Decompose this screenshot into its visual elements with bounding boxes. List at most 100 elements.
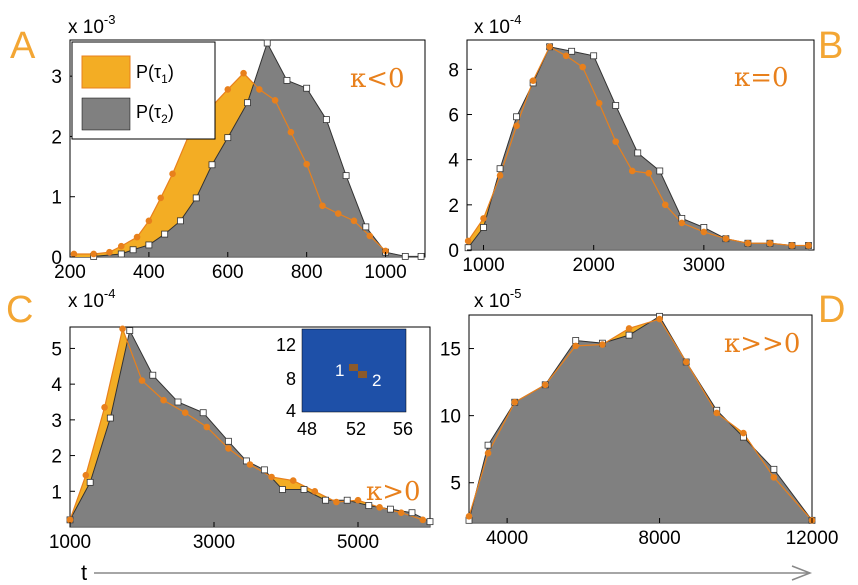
panel-b-ytick-label: 8 — [448, 60, 459, 81]
panel-a-tau1-point — [366, 232, 374, 240]
inset-ytick-4: 4 — [286, 401, 296, 421]
inset-ytick-12: 12 — [276, 335, 296, 355]
panel-c-tau1-line — [69, 326, 423, 521]
panel-c-xtick-label: 1000 — [49, 532, 91, 553]
panel-d-tau1-point — [511, 398, 519, 406]
panel-d-tau1-point — [656, 315, 663, 323]
panel-letter-b: B — [818, 25, 843, 67]
panel-b-tau2-point — [656, 167, 664, 175]
panel-d-tau2-point — [625, 331, 633, 339]
panel-c-tau1-point — [119, 325, 126, 333]
panel-a-tau1-point — [145, 217, 153, 225]
panel-d-tau1-point — [625, 325, 633, 332]
panel-a-tau2-point — [283, 76, 291, 84]
panel-b-tau1-point — [562, 52, 570, 60]
panel-b-tau1-point — [579, 63, 586, 71]
legend-label-tau2: P(τ2) — [136, 102, 174, 126]
panel-a-tau2-point — [303, 84, 311, 92]
panel-c-ytick-label: 2 — [51, 447, 62, 468]
panel-b-tau1-point — [612, 138, 620, 145]
panel-d-xtick-label: 8000 — [638, 528, 680, 549]
panel-a-ytick-label: 2 — [51, 127, 62, 148]
panel-c-ytick-label: 3 — [51, 411, 62, 432]
panel-b-tau2-point — [568, 47, 576, 55]
panel-c-tau2-point — [106, 414, 114, 422]
panel-d-tau1-point — [713, 409, 721, 417]
panel-b-plot: 1000 2000 3000 0 2 4 6 8 — [448, 43, 812, 276]
panel-b-tau2-point — [612, 102, 620, 109]
inset-label-1: 1 — [335, 361, 344, 380]
panel-c-tau2-point — [126, 327, 134, 334]
panel-b-ytick-label: 4 — [448, 151, 459, 172]
panel-a-tau1-point — [106, 248, 113, 256]
panel-d-tau1-point — [740, 429, 747, 437]
inset-label-2: 2 — [372, 371, 381, 390]
panel-a-tau1-point — [256, 86, 263, 93]
panel-c-tau1-point — [333, 498, 340, 506]
legend: P(τ1) P(τ2) — [71, 41, 216, 140]
panel-c-tau2-point — [86, 478, 94, 486]
panel-c-tau2-point — [343, 496, 351, 504]
panel-d-kappa: κ>>0 — [724, 329, 800, 359]
panel-a: A x 10-3 200 400 600 800 1000 0 1 2 3 κ<0 P(τ1) … — [10, 12, 426, 283]
panel-a-tau2-point — [177, 217, 184, 225]
panel-c-tau1-point — [354, 496, 362, 504]
panel-c-tau2-point — [300, 486, 308, 493]
panel-c-tau2-point — [174, 398, 182, 406]
panel-b-tau2-point — [634, 149, 642, 157]
panel-b-tau1-point — [628, 167, 636, 175]
panel-a-tau2-point — [342, 172, 350, 180]
panel-c-tau1-point — [66, 516, 74, 524]
panel-b-tau1-point — [529, 77, 537, 84]
legend-label-tau1: P(τ1) — [136, 62, 174, 86]
panel-a-tau2-point — [401, 252, 409, 260]
panel-b-tau1-point — [645, 169, 653, 177]
panel-a-ytick-label: 3 — [51, 67, 62, 88]
panel-d-tau2-point — [770, 465, 778, 473]
panel-c-tau2-point — [224, 437, 232, 445]
panel-b-tau1-point — [595, 99, 603, 107]
panel-a-tau2-point — [362, 223, 370, 231]
panel-b-tau1-point — [722, 235, 730, 243]
inset-xtick-48: 48 — [297, 419, 317, 439]
panel-c-tau1-point — [289, 477, 297, 484]
panel-d-ytick-label: 5 — [450, 474, 461, 495]
panel-b-tau1-point — [546, 43, 553, 51]
panel-a-tau1-point — [334, 210, 342, 217]
panel-b-xtick-label: 1000 — [462, 255, 504, 276]
panel-a-tau1-point — [157, 194, 165, 202]
panel-d-tau1-point — [682, 358, 690, 366]
panel-a-xtick-label: 1000 — [364, 262, 406, 283]
panel-c-tau1-point — [203, 423, 211, 431]
panel-a-scale: x 10-3 — [68, 12, 115, 38]
panel-a-tau1-point — [303, 160, 310, 168]
panel-c-tau1-point — [419, 516, 427, 524]
panel-c-tau2-point — [408, 509, 416, 517]
panel-b-tau2-point — [496, 165, 504, 173]
panel-c-scale: x 10-4 — [68, 286, 115, 312]
panel-c-tau1-point — [160, 396, 167, 404]
panel-a-tau1-point — [70, 250, 78, 258]
panel-letter-c: C — [6, 289, 33, 331]
panel-b-tau1-point — [805, 242, 812, 249]
panel-c-tau2-point — [365, 502, 373, 509]
panel-a-kappa: κ<0 — [350, 64, 405, 94]
panel-c-tau2-point — [149, 371, 157, 379]
inset-xtick-56: 56 — [393, 419, 413, 439]
panel-a-tau2-point — [161, 230, 169, 238]
panel-b-tau1-point — [678, 219, 686, 227]
panel-a-tau2-point — [129, 246, 137, 254]
time-axis-label: t — [81, 560, 87, 585]
panel-a-tau2-point — [263, 39, 271, 47]
panel-b-tau1-point — [661, 201, 669, 209]
panel-a-plot: 200 400 600 800 1000 0 1 2 3 — [51, 39, 425, 283]
panel-b-tau2-point — [513, 113, 520, 121]
panel-b-ytick-label: 6 — [448, 106, 459, 127]
panel-a-xtick-label: 800 — [291, 262, 323, 283]
time-arrow: t — [81, 560, 813, 585]
panel-d-tau1-point — [599, 341, 606, 348]
panel-b-tau1-point — [464, 237, 472, 245]
panel-d-tau1-point — [465, 512, 473, 520]
